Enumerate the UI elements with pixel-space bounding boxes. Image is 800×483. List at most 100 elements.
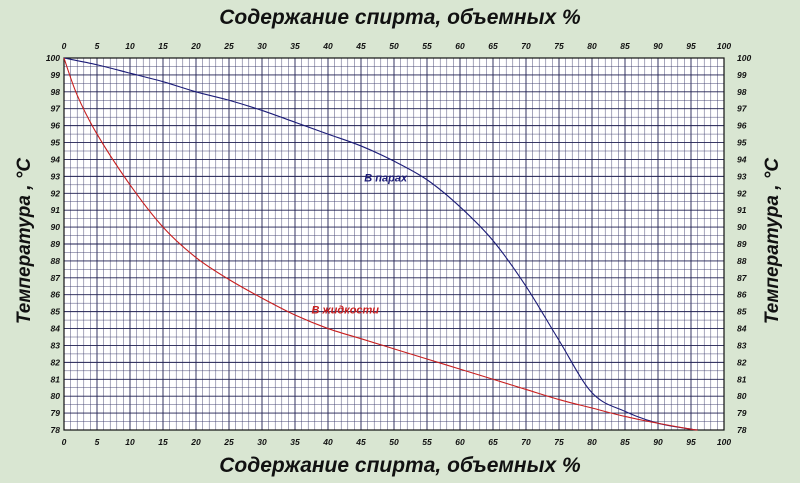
y-tick-label-right: 83 [737,340,747,350]
x-tick-label-bottom: 80 [587,437,597,447]
y-tick-label-left: 83 [51,340,61,350]
y-tick-label-left: 78 [51,425,61,435]
series-group [63,57,698,431]
x-tick-label-top: 55 [422,41,432,51]
y-tick-label-right: 87 [737,273,748,283]
x-tick-label-bottom: 10 [125,437,135,447]
y-tick-label-left: 91 [51,205,61,215]
y-tick-label-right: 98 [737,87,747,97]
y-tick-label-left: 90 [51,222,61,232]
x-tick-label-top: 85 [620,41,630,51]
y-tick-label-left: 84 [51,324,61,334]
y-tick-label-left: 97 [51,104,62,114]
y-tick-label-right: 84 [737,324,747,334]
y-tick-label-right: 82 [737,357,747,367]
x-tick-label-top: 10 [125,41,135,51]
y-tick-label-right: 86 [737,290,747,300]
x-tick-label-top: 95 [686,41,696,51]
y-tick-label-left: 95 [51,138,61,148]
x-tick-label-top: 45 [355,41,366,51]
x-tick-label-top: 80 [587,41,597,51]
y-tick-label-left: 99 [51,70,61,80]
y-tick-label-right: 85 [737,307,747,317]
x-tick-label-bottom: 95 [686,437,696,447]
x-tick-label-bottom: 25 [223,437,234,447]
x-tick-label-bottom: 20 [190,437,201,447]
x-tick-label-top: 0 [62,41,67,51]
y-tick-label-right: 93 [737,171,747,181]
y-tick-label-right: 79 [737,408,747,418]
x-tick-label-top: 90 [653,41,663,51]
y-tick-label-right: 91 [737,205,747,215]
grid [63,57,725,431]
x-tick-label-top: 75 [554,41,564,51]
x-tick-label-bottom: 90 [653,437,663,447]
y-tick-label-left: 100 [46,53,60,63]
x-tick-label-top: 65 [488,41,498,51]
y-tick-label-right: 94 [737,154,747,164]
plot-border [63,57,725,431]
y-tick-label-left: 96 [51,121,61,131]
x-tick-label-top: 25 [223,41,234,51]
series-line-0 [63,57,698,431]
y-tick-label-left: 80 [51,391,61,401]
x-axis-label: Содержание спирта, объемных % [219,454,581,477]
x-tick-label-top: 35 [290,41,300,51]
x-tick-label-bottom: 70 [521,437,531,447]
chart-title-top: Содержание спирта, объемных % [219,6,581,29]
y-tick-label-left: 82 [51,357,61,367]
x-tick-label-bottom: 40 [322,437,333,447]
x-tick-label-top: 20 [190,41,201,51]
x-tick-label-top: 40 [322,41,333,51]
y-tick-label-left: 98 [51,87,61,97]
y-tick-label-right: 99 [737,70,747,80]
series-line-1 [63,57,698,431]
y-tick-label-left: 92 [51,188,61,198]
x-tick-label-bottom: 75 [554,437,564,447]
y-tick-label-left: 79 [51,408,61,418]
y-tick-label-left: 89 [51,239,61,249]
series-label-liquid: В жидкости [312,304,380,316]
y-tick-label-right: 95 [737,138,747,148]
y-tick-label-right: 97 [737,104,748,114]
x-tick-label-bottom: 55 [422,437,432,447]
y-tick-label-right: 88 [737,256,747,266]
x-tick-label-bottom: 45 [355,437,366,447]
y-tick-label-left: 86 [51,290,61,300]
y-tick-label-left: 94 [51,154,61,164]
series-label-vapor: В парах [364,172,408,184]
y-tick-label-right: 90 [737,222,747,232]
x-tick-label-bottom: 60 [455,437,465,447]
y-tick-label-right: 78 [737,425,747,435]
y-tick-label-right: 100 [737,53,751,63]
x-tick-label-top: 50 [389,41,399,51]
y-tick-label-left: 93 [51,171,61,181]
x-tick-label-bottom: 65 [488,437,498,447]
x-tick-label-bottom: 15 [158,437,168,447]
x-tick-label-top: 70 [521,41,531,51]
x-tick-label-bottom: 0 [62,437,67,447]
x-tick-label-top: 15 [158,41,168,51]
x-tick-label-top: 30 [257,41,267,51]
y-tick-label-right: 80 [737,391,747,401]
x-tick-label-bottom: 30 [257,437,267,447]
y-tick-label-right: 81 [737,374,747,384]
y-tick-label-left: 81 [51,374,61,384]
y-tick-label-right: 96 [737,121,747,131]
x-tick-label-bottom: 85 [620,437,630,447]
y-tick-label-right: 89 [737,239,747,249]
x-tick-label-top: 100 [717,41,731,51]
y-tick-label-left: 87 [51,273,62,283]
tick-labels: 0055101015152020252530303535404045455050… [46,41,752,447]
x-tick-label-bottom: 50 [389,437,399,447]
x-tick-label-top: 5 [95,41,100,51]
x-tick-label-bottom: 5 [95,437,100,447]
y-tick-label-left: 85 [51,307,61,317]
x-tick-label-top: 60 [455,41,465,51]
x-tick-label-bottom: 35 [290,437,300,447]
x-tick-label-bottom: 100 [717,437,731,447]
y-tick-label-right: 92 [737,188,747,198]
y-tick-label-left: 88 [51,256,61,266]
